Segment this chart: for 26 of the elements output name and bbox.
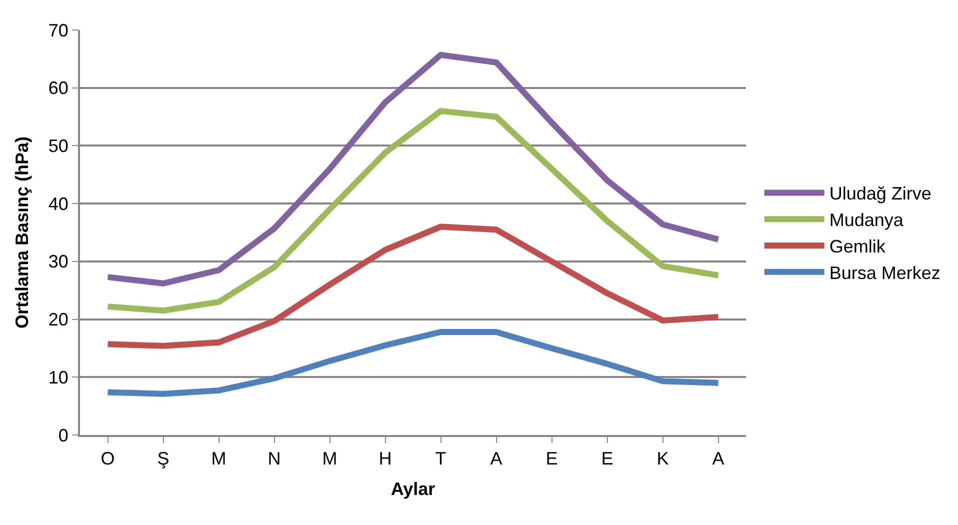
x-tick-label: O — [100, 448, 115, 469]
y-tick-label: 70 — [48, 20, 68, 40]
x-tick-label: N — [268, 448, 281, 469]
x-tick-label: A — [712, 448, 724, 469]
x-tick-label: M — [211, 448, 226, 469]
y-tick-label: 50 — [48, 136, 68, 156]
legend-label: Bursa Merkez — [829, 262, 940, 283]
x-tick-label: M — [322, 448, 338, 469]
y-tick-label: 30 — [48, 252, 68, 272]
y-tick-label: 0 — [58, 425, 68, 446]
y-tick-label: 40 — [48, 194, 68, 214]
y-tick-label: 20 — [48, 310, 68, 330]
x-tick-label: Ş — [157, 448, 170, 469]
x-tick-label: A — [490, 448, 502, 469]
x-tick-label: H — [378, 448, 392, 469]
y-tick-label: 60 — [48, 78, 68, 98]
x-tick-label: E — [601, 448, 614, 469]
x-tick-label: T — [435, 448, 446, 469]
x-axis-title: Aylar — [390, 479, 436, 500]
x-tick-label: K — [656, 448, 669, 469]
legend-label: Uludağ Zirve — [829, 184, 932, 204]
y-axis-title: Ortalama Basınç (hPa) — [12, 136, 32, 329]
legend-label: Mudanya — [829, 210, 904, 230]
y-tick-label: 10 — [48, 367, 68, 388]
x-tick-label: E — [546, 448, 558, 469]
legend-label: Gemlik — [829, 236, 886, 257]
